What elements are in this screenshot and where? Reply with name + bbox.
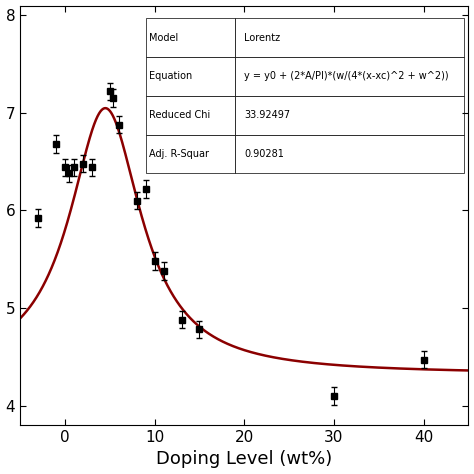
X-axis label: Doping Level (wt%): Doping Level (wt%): [156, 450, 332, 468]
